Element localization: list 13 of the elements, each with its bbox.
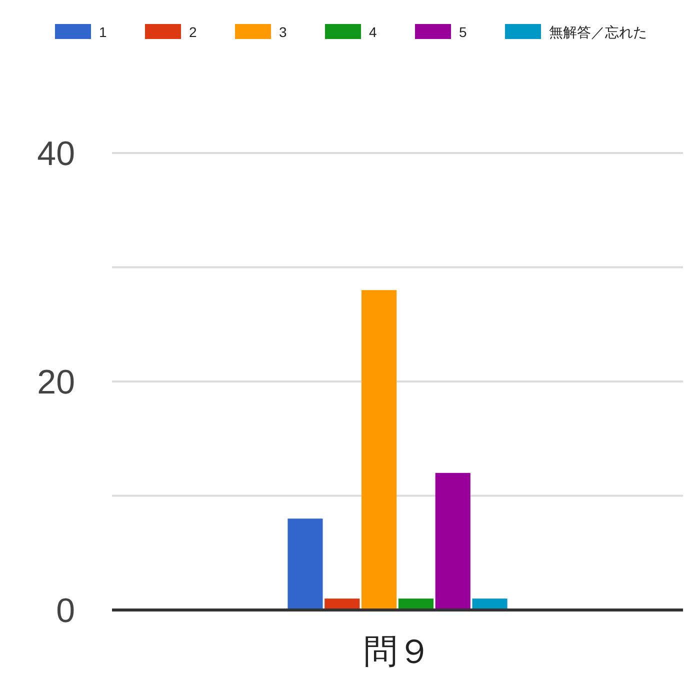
legend-label: 無解答／忘れた	[549, 24, 647, 40]
x-tick-label: 問９	[364, 633, 432, 671]
y-tick-label: 0	[56, 592, 75, 630]
legend-label: 1	[99, 24, 107, 40]
bar	[362, 290, 397, 610]
legend-label: 5	[459, 24, 467, 40]
y-tick-label: 40	[37, 134, 75, 173]
bar	[288, 518, 323, 610]
legend-label: 3	[279, 24, 287, 40]
legend-label: 2	[189, 24, 197, 40]
legend-label: 4	[369, 24, 377, 40]
y-tick-label: 20	[37, 363, 75, 402]
bar	[435, 472, 470, 610]
